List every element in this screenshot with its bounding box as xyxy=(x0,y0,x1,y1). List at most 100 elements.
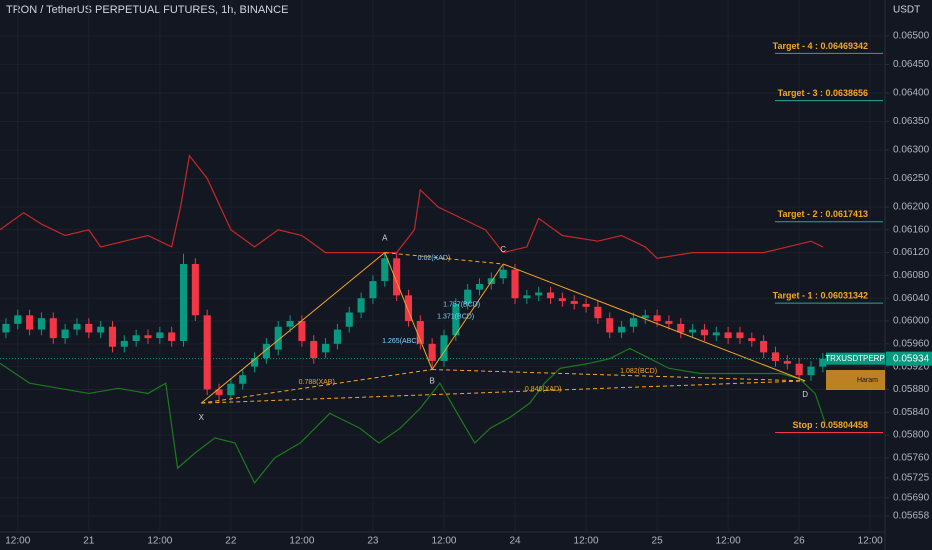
y-tick-label: 0.05880 xyxy=(893,384,930,395)
candle-body xyxy=(333,329,341,344)
candle-body xyxy=(771,352,780,361)
x-tick-label: 24 xyxy=(509,536,521,547)
pattern-ratio: 0.846(XAD) xyxy=(525,386,562,393)
y-tick-label: 0.05760 xyxy=(893,453,930,464)
candle-body xyxy=(404,295,413,322)
candle-body xyxy=(97,326,105,333)
candle-body xyxy=(381,258,389,282)
y-tick-label: 0.06080 xyxy=(893,270,930,281)
y-axis-title: USDT xyxy=(893,5,920,16)
candle-body xyxy=(310,340,318,359)
candle-body xyxy=(369,281,377,299)
y-tick-label: 0.06000 xyxy=(893,316,930,327)
candle-body xyxy=(618,326,626,333)
candle-body xyxy=(795,363,803,376)
level-label: Target - 4 : 0.06469342 xyxy=(773,41,868,51)
y-tick-label: 0.06400 xyxy=(893,88,930,99)
x-tick-label: 22 xyxy=(225,536,237,547)
candle-body xyxy=(546,292,555,299)
candle-body xyxy=(61,329,69,339)
x-tick-label: 12:00 xyxy=(5,536,30,547)
candle-body xyxy=(286,321,294,327)
pattern-ratio: 0.62(XAD) xyxy=(418,255,451,262)
y-tick-label: 0.06500 xyxy=(893,31,930,42)
candle-body xyxy=(475,283,484,290)
candle-body xyxy=(665,321,673,324)
candle-body xyxy=(250,358,259,367)
candle-body xyxy=(191,264,199,316)
candle-body xyxy=(712,332,720,336)
pattern-leg xyxy=(502,263,806,382)
price-tag-label: 0.05934 xyxy=(893,353,930,364)
pattern-point-label: D xyxy=(802,390,808,399)
y-tick-label: 0.05690 xyxy=(893,492,930,503)
candle-body xyxy=(558,298,566,302)
pattern-leg xyxy=(431,263,504,370)
candle-body xyxy=(807,366,815,376)
level-label: Target - 3 : 0.0638656 xyxy=(778,88,868,98)
candle-body xyxy=(594,306,602,319)
candle-body xyxy=(108,326,117,347)
candle-body xyxy=(120,340,128,347)
level-label: Stop : 0.05804458 xyxy=(792,420,868,430)
pattern-point-label: C xyxy=(500,245,506,254)
pattern-point-label: B xyxy=(429,377,434,386)
x-tick-label: 12:00 xyxy=(858,536,883,547)
y-tick-label: 0.06120 xyxy=(893,247,930,258)
candle-body xyxy=(203,315,211,390)
candle-body xyxy=(132,335,140,341)
y-tick-label: 0.05960 xyxy=(893,338,930,349)
candle-body xyxy=(582,303,590,307)
pattern-point-label: A xyxy=(382,234,388,243)
candle-body xyxy=(2,323,10,333)
candle-body xyxy=(14,315,22,324)
y-tick-label: 0.05840 xyxy=(893,407,930,418)
pattern-ratio: 1.265(ABC) xyxy=(382,338,419,345)
y-tick-label: 0.05725 xyxy=(893,472,930,483)
candle-body xyxy=(215,389,223,396)
candle-body xyxy=(760,340,768,353)
candle-body xyxy=(156,332,164,339)
candle-body xyxy=(464,289,472,304)
x-tick-label: 26 xyxy=(794,536,806,547)
candle-body xyxy=(689,329,697,333)
pattern-leg xyxy=(384,252,433,370)
signal-label: Haram xyxy=(857,377,878,384)
candle-body xyxy=(452,303,460,336)
level-label: Target - 1 : 0.06031342 xyxy=(773,291,868,301)
pattern-leg xyxy=(201,368,433,404)
chart-title: TRON / TetherUS PERPETUAL FUTURES, 1h, B… xyxy=(6,4,288,16)
x-tick-label: 12:00 xyxy=(289,536,314,547)
candle-body xyxy=(168,332,176,341)
y-tick-label: 0.05800 xyxy=(893,430,930,441)
candle-body xyxy=(653,315,661,322)
candle-body xyxy=(179,264,188,341)
candle-body xyxy=(227,383,235,396)
pattern-leg xyxy=(200,252,386,404)
y-tick-label: 0.06450 xyxy=(893,59,930,70)
candle-body xyxy=(85,323,93,333)
candle-body xyxy=(641,315,649,319)
price-tag xyxy=(886,351,932,366)
y-tick-label: 0.06160 xyxy=(893,224,930,235)
y-tick-label: 0.06250 xyxy=(893,173,930,184)
candle-body xyxy=(322,343,330,353)
candle-body xyxy=(511,269,519,299)
level-label: Target - 2 : 0.0617413 xyxy=(778,209,868,219)
candle-body xyxy=(440,335,448,361)
candle-body xyxy=(523,295,531,299)
candle-body xyxy=(629,318,637,327)
candle-body xyxy=(26,315,34,330)
candle-body xyxy=(535,292,543,296)
candle-body xyxy=(499,269,507,279)
candle-body xyxy=(570,301,578,304)
candle-body xyxy=(73,323,81,330)
pattern-ratio: 1.082(BCD) xyxy=(620,368,657,375)
candle-body xyxy=(736,332,744,339)
y-tick-label: 0.06350 xyxy=(893,116,930,127)
x-tick-label: 12:00 xyxy=(431,536,456,547)
y-tick-label: 0.06200 xyxy=(893,202,930,213)
candle-body xyxy=(37,318,45,330)
x-tick-label: 12:00 xyxy=(716,536,741,547)
candle-body xyxy=(357,298,365,313)
